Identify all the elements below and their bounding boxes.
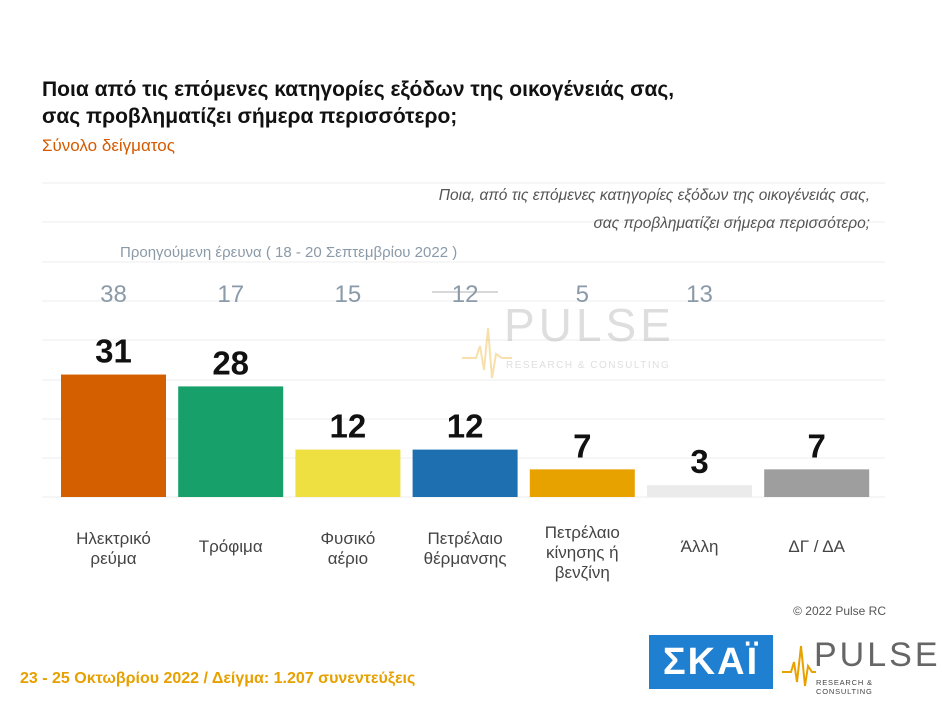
- pulse-logo-wave-icon: [782, 645, 816, 687]
- copyright: © 2022 Pulse RC: [793, 604, 886, 618]
- bar-value-label-4: 7: [573, 427, 591, 464]
- category-label-2-1: αέριο: [328, 549, 368, 568]
- previous-value-3: 12: [452, 281, 479, 308]
- previous-value-2: 15: [335, 281, 362, 308]
- bar-value-label-1: 28: [212, 344, 249, 381]
- category-label-0-0: Ηλεκτρικό: [76, 529, 151, 548]
- bar-value-label-6: 7: [808, 427, 826, 464]
- pulse-logo-tagline: RESEARCH & CONSULTING: [816, 678, 873, 696]
- category-label-4-0: Πετρέλαιο: [545, 523, 620, 542]
- pulse-watermark: PULSE RESEARCH & CONSULTING: [462, 298, 682, 379]
- chart-title: Ποια από τις επόμενες κατηγορίες εξόδων …: [42, 76, 802, 130]
- bar-3: [412, 449, 518, 497]
- bar-value-label-3: 12: [447, 408, 484, 445]
- previous-value-0: 38: [100, 281, 127, 308]
- watermark-name: PULSE: [504, 299, 675, 351]
- category-label-1-0: Τρόφιμα: [199, 537, 263, 556]
- pulse-logo: PULSE RESEARCH & CONSULTING: [782, 636, 938, 696]
- chart-subtitle: Σύνολο δείγματος: [42, 136, 175, 155]
- bar-4: [529, 469, 635, 497]
- bar-5: [647, 485, 752, 497]
- question-text: Ποια, από τις επόμενες κατηγορίες εξόδων…: [350, 182, 870, 238]
- bar-1: [178, 386, 284, 497]
- bar-6: [764, 469, 870, 497]
- question-line-2: σας προβληματίζει σήμερα περισσότερο;: [593, 215, 870, 232]
- watermark-tagline: RESEARCH & CONSULTING: [506, 360, 671, 371]
- previous-value-5: 13: [686, 281, 713, 308]
- bar-0: [61, 374, 166, 497]
- pulse-logo-name: PULSE: [814, 636, 941, 674]
- survey-footer: 23 - 25 Οκτωβρίου 2022 / Δείγμα: 1.207 σ…: [20, 670, 416, 687]
- category-label-4-2: βενζίνη: [555, 563, 610, 582]
- category-label-0-1: ρεύμα: [90, 549, 136, 568]
- category-label-2-0: Φυσικό: [320, 529, 375, 548]
- bar-value-label-5: 3: [690, 443, 708, 480]
- category-label-3-1: θέρμανσης: [424, 549, 507, 568]
- bar-value-label-0: 31: [95, 333, 132, 370]
- category-label-6-0: ΔΓ / ΔΑ: [788, 537, 845, 556]
- skai-logo: ΣΚΑΪ: [649, 635, 773, 689]
- category-label-5-0: Άλλη: [681, 537, 719, 556]
- title-line-2: σας προβληματίζει σήμερα περισσότερο;: [42, 105, 458, 128]
- pulse-wave-icon: [462, 327, 512, 379]
- bar-2: [295, 449, 401, 497]
- title-line-1: Ποια από τις επόμενες κατηγορίες εξόδων …: [42, 78, 675, 101]
- bar-value-label-2: 12: [330, 408, 367, 445]
- category-label-3-0: Πετρέλαιο: [428, 529, 503, 548]
- previous-survey-label: Προηγούμενη έρευνα ( 18 - 20 Σεπτεμβρίου…: [120, 244, 458, 261]
- category-label-4-1: κίνησης ή: [546, 543, 619, 562]
- previous-value-1: 17: [217, 281, 244, 308]
- question-line-1: Ποια, από τις επόμενες κατηγορίες εξόδων…: [438, 187, 870, 204]
- previous-value-4: 5: [576, 281, 589, 308]
